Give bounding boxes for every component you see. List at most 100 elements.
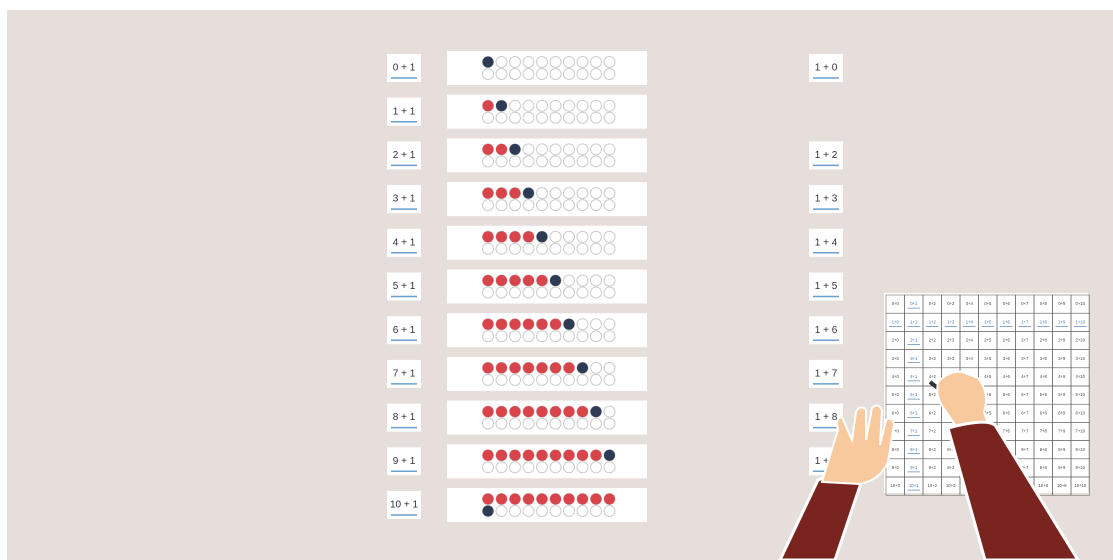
empty-dot <box>591 319 602 330</box>
empty-dot <box>591 418 602 429</box>
table-cell-text: 6+7 <box>1021 410 1029 415</box>
empty-dot <box>591 506 602 517</box>
blue-dot <box>604 450 615 461</box>
table-cell-text: 5+0 <box>892 392 900 397</box>
empty-dot <box>564 374 575 385</box>
empty-dot <box>510 69 521 80</box>
red-dot <box>523 406 534 417</box>
empty-dot <box>604 100 615 111</box>
red-dot <box>537 362 548 373</box>
table-cell-text: 9+8 <box>1040 465 1048 470</box>
table-cell-text: 2+0 <box>892 338 900 343</box>
empty-dot <box>510 243 521 254</box>
table-cell-text: 2+3 <box>947 338 955 343</box>
empty-dot <box>523 200 534 211</box>
table-cell-text: 7+7 <box>1021 429 1029 434</box>
empty-dot <box>537 100 548 111</box>
empty-dot <box>564 231 575 242</box>
empty-dot <box>564 156 575 167</box>
empty-dot <box>604 506 615 517</box>
red-dot <box>537 450 548 461</box>
empty-dot <box>577 275 588 286</box>
blue-dot <box>483 506 494 517</box>
table-cell-text: 5+6 <box>1003 392 1011 397</box>
empty-dot <box>523 331 534 342</box>
empty-dot <box>550 200 561 211</box>
empty-dot <box>591 156 602 167</box>
table-cell-text: 4+8 <box>1040 374 1048 379</box>
empty-dot <box>604 231 615 242</box>
empty-dot <box>604 331 615 342</box>
table-cell-text: 8+8 <box>1040 447 1048 452</box>
empty-dot <box>564 287 575 298</box>
empty-dot <box>577 243 588 254</box>
empty-dot <box>591 100 602 111</box>
empty-dot <box>577 156 588 167</box>
red-dot <box>591 494 602 505</box>
empty-dot <box>604 418 615 429</box>
table-cell-text: 3+4 <box>966 356 974 361</box>
red-dot <box>496 406 507 417</box>
red-dot <box>550 319 561 330</box>
table-cell-text: 8+1 <box>910 447 918 452</box>
empty-dot <box>523 156 534 167</box>
empty-dot <box>577 200 588 211</box>
table-cell-text: 4+6 <box>1003 374 1011 379</box>
empty-dot <box>510 287 521 298</box>
red-dot <box>523 231 534 242</box>
empty-dot <box>550 57 561 68</box>
red-dot <box>496 494 507 505</box>
empty-dot <box>483 418 494 429</box>
table-cell-text: 5+10 <box>1076 392 1086 397</box>
empty-dot <box>496 418 507 429</box>
red-dot <box>510 362 521 373</box>
table-cell-text: 6+8 <box>1040 410 1048 415</box>
empty-dot <box>550 287 561 298</box>
table-cell-text: 2+7 <box>1021 338 1029 343</box>
card-label: 0 + 1 <box>393 63 416 74</box>
empty-dot <box>496 69 507 80</box>
red-dot <box>510 188 521 199</box>
empty-dot <box>604 275 615 286</box>
red-dot <box>537 406 548 417</box>
table-cell-text: 9+0 <box>892 465 900 470</box>
table-cell-text: 7+2 <box>929 429 937 434</box>
empty-dot <box>604 188 615 199</box>
table-cell-text: 6+0 <box>892 410 900 415</box>
strip-card <box>447 313 647 347</box>
red-dot <box>496 362 507 373</box>
red-dot <box>496 319 507 330</box>
empty-dot <box>591 57 602 68</box>
empty-dot <box>550 331 561 342</box>
empty-dot <box>537 331 548 342</box>
empty-dot <box>550 144 561 155</box>
red-dot <box>523 362 534 373</box>
strip-card <box>447 444 647 478</box>
empty-dot <box>483 112 494 123</box>
table-cell-text: 0+3 <box>947 301 955 306</box>
red-dot <box>496 188 507 199</box>
table-cell-text: 8+0 <box>892 447 900 452</box>
table-cell-text: 2+1 <box>910 338 918 343</box>
empty-dot <box>564 188 575 199</box>
blue-dot <box>483 57 494 68</box>
empty-dot <box>591 362 602 373</box>
empty-dot <box>550 243 561 254</box>
card-label: 1 + 0 <box>815 63 838 74</box>
table-cell-text: 6+1 <box>910 410 918 415</box>
empty-dot <box>577 374 588 385</box>
table-cell-text: 2+4 <box>966 338 974 343</box>
empty-dot <box>591 243 602 254</box>
empty-dot <box>496 506 507 517</box>
empty-dot <box>591 200 602 211</box>
table-cell-text: 9+2 <box>929 465 937 470</box>
table-cell-text: 7+8 <box>1040 429 1048 434</box>
empty-dot <box>577 287 588 298</box>
table-cell-text: 1+9 <box>1058 319 1066 324</box>
table-cell-text: 5+8 <box>1040 392 1048 397</box>
table-cell-text: 2+10 <box>1076 338 1086 343</box>
empty-dot <box>496 243 507 254</box>
empty-dot <box>577 418 588 429</box>
table-cell-text: 5+2 <box>929 392 937 397</box>
red-dot <box>577 494 588 505</box>
